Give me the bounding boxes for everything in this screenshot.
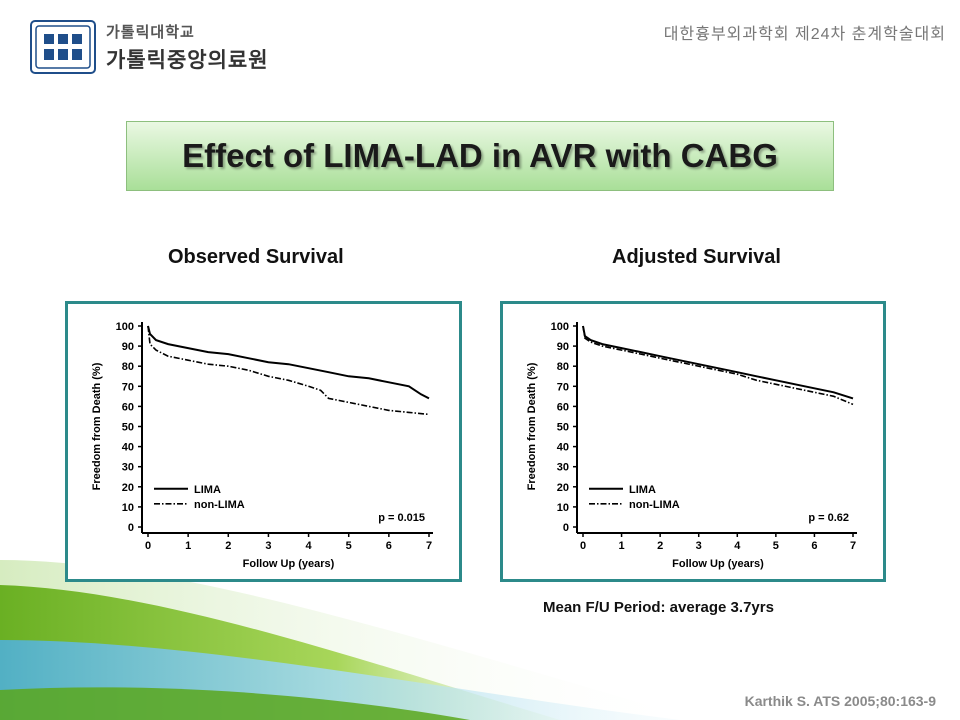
slide-title-box: Effect of LIMA-LAD in AVR with CABG: [126, 121, 834, 191]
y-tick-label: 70: [557, 381, 569, 393]
x-tick-label: 2: [657, 540, 663, 552]
x-axis-label: Follow Up (years): [243, 558, 335, 570]
adjusted-survival-panel: 0 10 20 30 40 50 60 70 80 90 100 0 1 2 3 4 5 6 7 Follow Up …: [500, 301, 886, 582]
logo-medical-center-name: 가톨릭중앙의료원: [106, 48, 269, 72]
x-tick-label: 7: [850, 540, 856, 552]
y-axis-label: Freedom from Death (%): [91, 362, 103, 490]
y-axis-label: Freedom from Death (%): [526, 362, 538, 490]
x-tick-label: 3: [696, 540, 702, 552]
y-tick-label: 100: [116, 321, 134, 333]
y-tick-label: 40: [122, 442, 134, 454]
legend-label: non-LIMA: [629, 499, 680, 511]
catholic-university-seal-icon: [30, 20, 96, 74]
p-value-annotation: p = 0.62: [808, 512, 849, 524]
series-line-lima: [147, 325, 430, 400]
y-tick-label: 50: [557, 422, 569, 434]
y-tick-label: 80: [557, 361, 569, 373]
slide-title: Effect of LIMA-LAD in AVR with CABG: [182, 137, 778, 174]
x-tick-label: 0: [580, 540, 586, 552]
adjusted-survival-heading: Adjusted Survival: [612, 246, 781, 268]
x-tick-label: 0: [145, 540, 151, 552]
x-tick-label: 1: [185, 540, 191, 552]
p-value-annotation: p = 0.015: [378, 512, 425, 524]
y-tick-label: 20: [122, 482, 134, 494]
observed-survival-heading: Observed Survival: [168, 246, 344, 268]
x-axis-label: Follow Up (years): [672, 558, 764, 570]
logo-university-name: 가톨릭대학교: [106, 23, 195, 41]
y-tick-label: 70: [122, 381, 134, 393]
legend-label: LIMA: [194, 484, 221, 496]
y-tick-label: 100: [551, 321, 569, 333]
y-tick-label: 80: [122, 361, 134, 373]
y-tick-label: 20: [557, 482, 569, 494]
legend-label: LIMA: [629, 484, 656, 496]
x-tick-label: 5: [346, 540, 352, 552]
x-tick-label: 7: [426, 540, 432, 552]
y-tick-label: 10: [557, 502, 569, 514]
adjusted-survival-chart: 0 10 20 30 40 50 60 70 80 90 100 0 1 2 3 4 5 6 7 Follow Up …: [526, 321, 857, 570]
y-tick-label: 0: [563, 522, 569, 534]
x-tick-label: 1: [619, 540, 625, 552]
y-tick-label: 60: [122, 401, 134, 413]
x-tick-label: 4: [734, 540, 741, 552]
x-tick-label: 6: [386, 540, 392, 552]
university-logo: 가톨릭대학교 가톨릭중앙의료원: [30, 20, 269, 74]
observed-survival-chart: 0 10 20 30 40 50 60 70 80 90 100 0 1 2 3 4 5 6 7 Follow Up …: [91, 321, 433, 570]
citation: Karthik S. ATS 2005;80:163-9: [744, 693, 936, 709]
series-line-lima: [582, 325, 854, 400]
mean-follow-up-note: Mean F/U Period: average 3.7yrs: [543, 599, 774, 616]
legend-label: non-LIMA: [194, 499, 245, 511]
observed-survival-panel: 0 10 20 30 40 50 60 70 80 90 100 0 1 2 3 4 5 6 7 Follow Up …: [65, 301, 462, 582]
series-line-non-lima: [147, 325, 430, 416]
y-tick-label: 30: [557, 462, 569, 474]
y-tick-label: 90: [122, 341, 134, 353]
conference-name: 대한흉부외과학회 제24차 춘계학술대회: [663, 26, 946, 43]
x-tick-label: 5: [773, 540, 779, 552]
y-tick-label: 50: [122, 422, 134, 434]
y-tick-label: 10: [122, 502, 134, 514]
x-tick-label: 2: [225, 540, 231, 552]
x-tick-label: 4: [306, 540, 313, 552]
y-tick-label: 30: [122, 462, 134, 474]
y-tick-label: 40: [557, 442, 569, 454]
x-tick-label: 3: [265, 540, 271, 552]
y-tick-label: 0: [128, 522, 134, 534]
x-tick-label: 6: [811, 540, 817, 552]
y-tick-label: 90: [557, 341, 569, 353]
y-tick-label: 60: [557, 401, 569, 413]
series-line-non-lima: [582, 325, 854, 406]
